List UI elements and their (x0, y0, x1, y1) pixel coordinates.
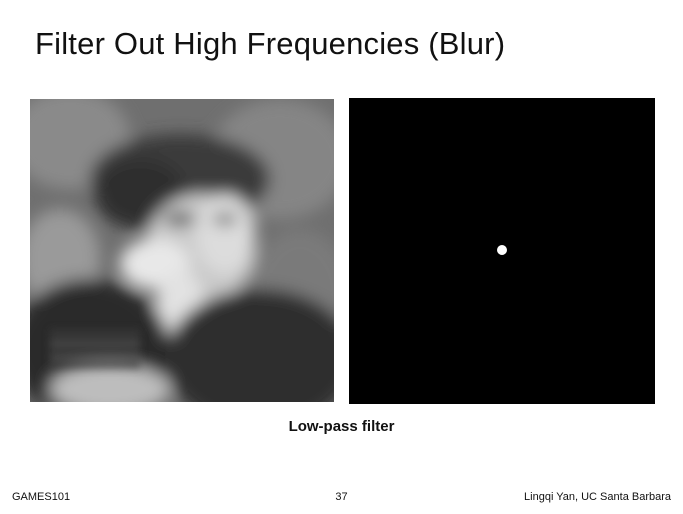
figure-caption: Low-pass filter (288, 418, 395, 435)
footer-author: Lingqi Yan, UC Santa Barbara (524, 491, 671, 503)
blurred-image (30, 99, 334, 402)
blurred-image-content (30, 99, 334, 402)
page-number: 37 (335, 491, 348, 503)
low-pass-mask-dot (497, 245, 507, 255)
frequency-spectrum-image (349, 98, 655, 404)
slide-title: Filter Out High Frequencies (Blur) (35, 26, 506, 61)
footer-course: GAMES101 (12, 491, 71, 503)
